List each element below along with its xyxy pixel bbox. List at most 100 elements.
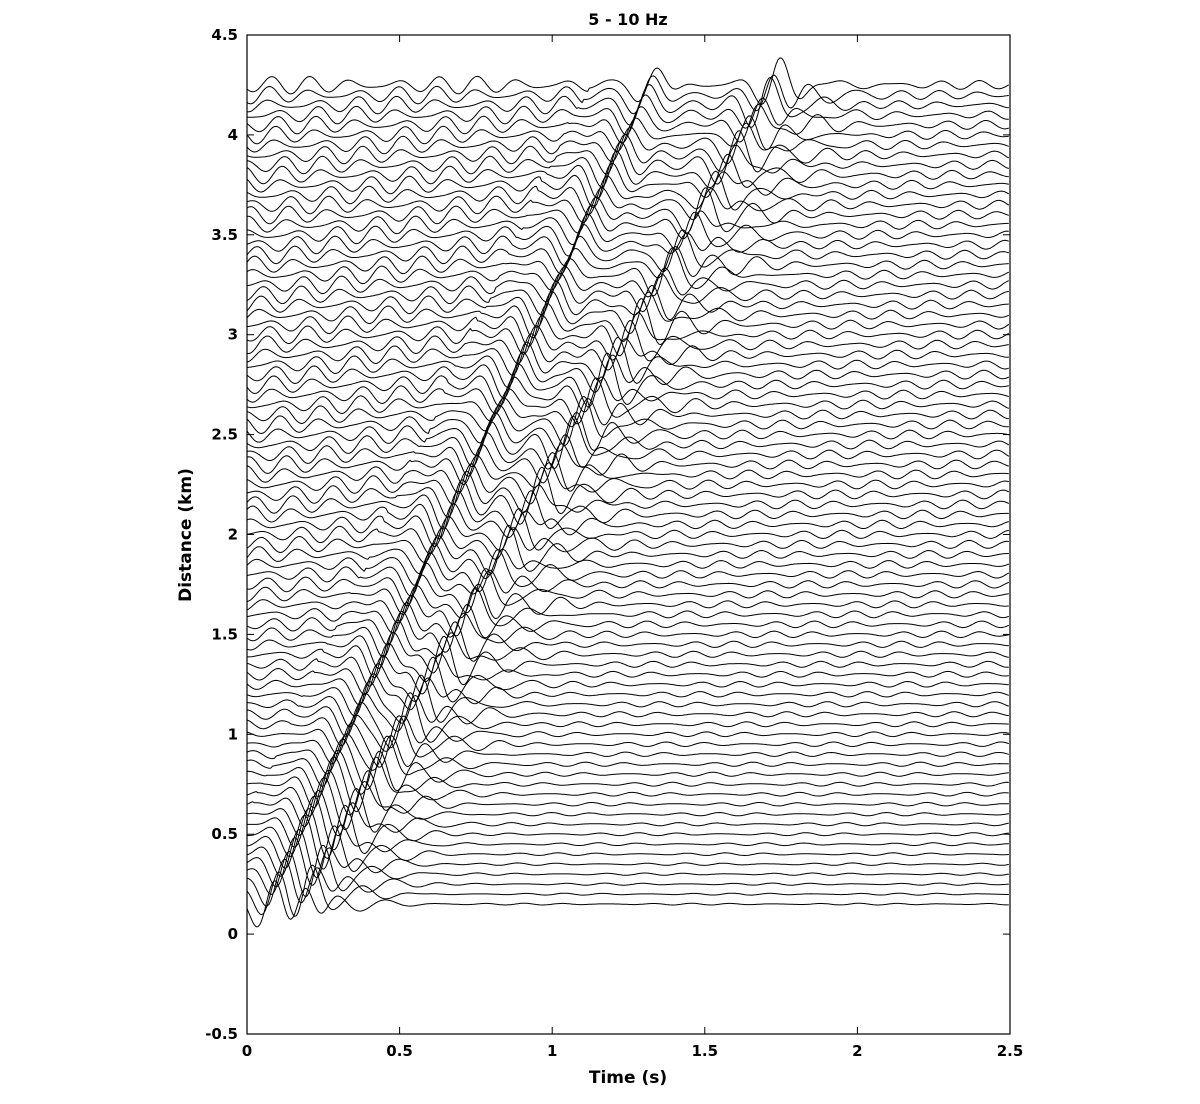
seismic-trace <box>246 524 1009 576</box>
seismic-trace <box>246 57 1010 105</box>
seismic-trace <box>246 211 1009 257</box>
seismic-trace <box>246 756 1009 813</box>
x-tick-label: 1.5 <box>692 1042 719 1060</box>
seismic-trace <box>246 415 1010 470</box>
seismic-trace <box>246 229 1009 275</box>
chart-title: 5 - 10 Hz <box>588 10 667 29</box>
seismic-trace <box>246 94 1009 136</box>
seismic-trace <box>246 715 1009 768</box>
y-tick-label: 3.5 <box>211 226 238 244</box>
seismic-trace <box>246 170 1010 216</box>
seismic-trace <box>246 619 1009 670</box>
y-axis-label: Distance (km) <box>176 468 196 602</box>
seismic-trace <box>246 333 1009 376</box>
seismic-trace <box>246 266 1009 303</box>
y-tick-label: 3 <box>228 326 238 344</box>
seismic-trace <box>246 542 1009 586</box>
seismic-trace <box>246 411 1009 456</box>
seismic-trace <box>246 815 1009 870</box>
seismic-trace <box>246 432 1010 477</box>
seismic-trace <box>246 141 1009 188</box>
seismic-trace <box>246 631 1009 679</box>
seismic-trace <box>246 692 1009 749</box>
seismic-trace <box>246 610 1009 658</box>
y-tick-label: 2.5 <box>211 426 238 444</box>
x-tick-label: 0.5 <box>386 1042 413 1060</box>
seismic-trace <box>246 272 1009 316</box>
y-tick-label: 0 <box>228 925 238 943</box>
seismic-trace <box>246 77 1009 128</box>
seismic-trace <box>246 395 1009 446</box>
seismic-trace <box>246 280 1009 328</box>
seismic-trace <box>246 312 1010 357</box>
y-tick-label: 1.5 <box>211 625 238 643</box>
y-tick-label: -0.5 <box>205 1025 238 1043</box>
seismic-trace <box>246 777 1009 831</box>
seismic-trace <box>246 568 1009 615</box>
seismic-trace <box>246 825 1009 879</box>
seismic-trace <box>246 337 1009 388</box>
seismic-trace <box>246 291 1009 339</box>
seismic-trace <box>246 187 1009 234</box>
seismic-trace <box>246 122 1009 165</box>
seismic-trace <box>246 692 1009 737</box>
seismic-trace <box>246 162 1009 209</box>
traces-layer <box>246 57 1010 928</box>
y-tick-label: 4.5 <box>211 26 238 44</box>
seismic-trace <box>246 735 1009 790</box>
seismic-trace <box>246 526 1009 563</box>
y-tick-label: 1 <box>228 725 238 743</box>
seismic-trace <box>246 452 1009 494</box>
seismic-trace <box>246 377 1009 425</box>
seismic-trace <box>246 351 1010 399</box>
seismic-trace <box>246 74 1009 115</box>
seismic-trace <box>246 653 1009 696</box>
seismic-trace <box>246 204 1009 246</box>
seismic-trace <box>247 795 1009 851</box>
seismic-trace <box>246 733 1009 775</box>
seismic-trace <box>246 490 1009 540</box>
x-tick-label: 2 <box>852 1042 862 1060</box>
seismic-trace <box>246 880 1009 928</box>
ticks-layer: 0 0.5 1 1.5 2 2.5-0.500.511.522.533.544.5 <box>205 26 1023 1060</box>
seismic-trace <box>246 864 1009 917</box>
seismic-trace <box>246 549 1010 597</box>
seismic-trace <box>246 769 1009 817</box>
seismic-trace <box>246 503 1009 547</box>
seismic-trace <box>246 462 1009 505</box>
seismic-trace <box>246 674 1009 728</box>
seismic-trace <box>246 858 1009 907</box>
x-tick-label: 1 <box>547 1042 557 1060</box>
seismic-trace <box>246 583 1009 624</box>
seismic-trace <box>247 804 1009 859</box>
seismic-trace <box>246 115 1009 152</box>
seismic-trace <box>246 656 1009 706</box>
seismic-trace <box>246 352 1009 408</box>
seismic-trace <box>246 844 1009 898</box>
y-tick-label: 4 <box>228 126 238 144</box>
seismic-trace <box>246 479 1010 530</box>
x-axis-label: Time (s) <box>589 1068 667 1088</box>
seismic-trace <box>246 673 1009 717</box>
seismic-trace <box>246 320 1009 365</box>
seismic-trace <box>246 635 1009 687</box>
seismic-trace <box>246 714 1009 755</box>
seismic-trace <box>246 508 1009 555</box>
y-tick-label: 2 <box>228 526 238 544</box>
seismic-trace <box>246 837 1009 888</box>
x-tick-label: 0 <box>242 1042 252 1060</box>
seismic-trace <box>246 562 1009 607</box>
seismic-trace <box>246 298 1010 347</box>
seismic-trace <box>246 150 1009 199</box>
seismic-trace <box>246 788 1009 837</box>
seismic-trace <box>246 466 1010 518</box>
seismic-trace <box>246 601 1009 646</box>
seismic-trace <box>246 187 1010 223</box>
seismic-trace <box>246 224 1009 267</box>
seismic-trace <box>246 104 1009 144</box>
seismic-trace <box>246 247 1009 297</box>
seismic-trace <box>246 587 1009 637</box>
y-tick-label: 0.5 <box>211 825 238 843</box>
